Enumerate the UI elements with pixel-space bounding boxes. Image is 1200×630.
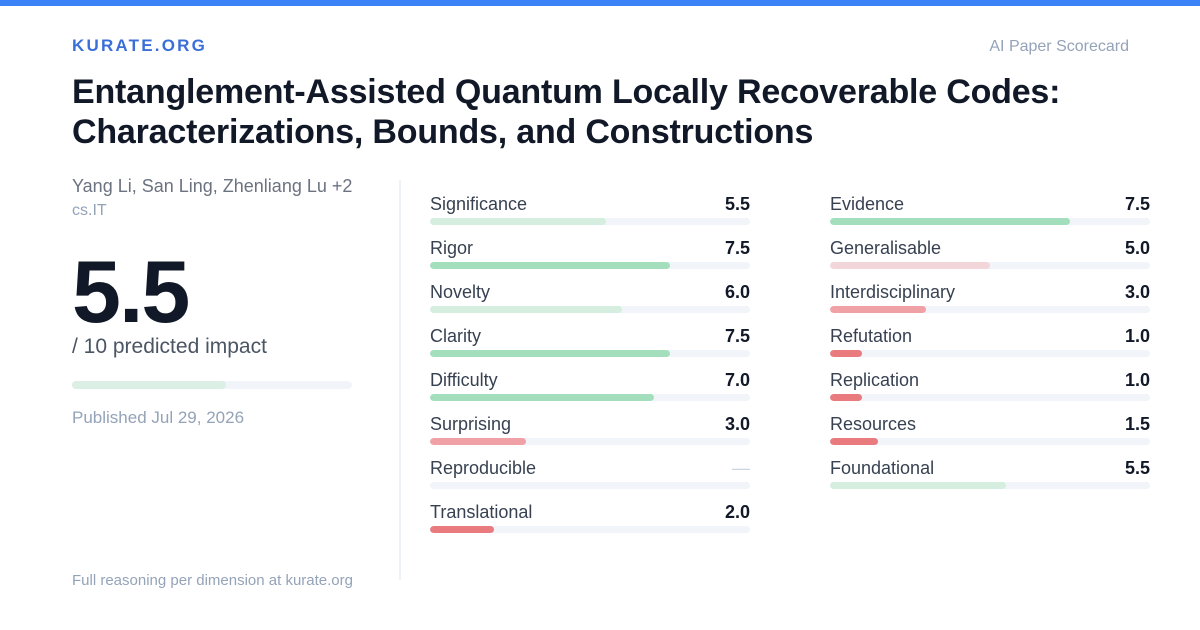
metric-label: Refutation (830, 326, 913, 346)
metric-replication: Replication 1.0 (830, 368, 1150, 412)
top-accent-bar (0, 0, 1200, 6)
metric-bar-fill (430, 394, 654, 401)
metric-value: 3.0 (724, 414, 750, 434)
metric-value: 7.5 (724, 238, 750, 258)
paper-title: Entanglement-Assisted Quantum Locally Re… (72, 73, 1061, 151)
metric-label: Novelty (430, 282, 491, 302)
metric-value: 6.0 (724, 282, 750, 302)
metric-bar-fill (830, 438, 878, 445)
metric-bar-fill (430, 526, 494, 533)
metric-label: Translational (430, 502, 533, 522)
metric-label: Evidence (830, 194, 905, 214)
metric-bar (830, 218, 1150, 225)
metric-bar (430, 350, 750, 357)
metric-label: Reproducible (430, 458, 537, 478)
metric-bar-fill (830, 262, 990, 269)
metric-label: Rigor (430, 238, 474, 258)
metric-bar (430, 218, 750, 225)
metric-value: 5.5 (1124, 458, 1150, 478)
footer-note: Full reasoning per dimension at kurate.o… (72, 572, 353, 589)
metric-bar (430, 394, 750, 401)
scorecard-label: AI Paper Scorecard (989, 38, 1129, 55)
metric-value: 7.0 (724, 370, 750, 390)
metric-bar (830, 262, 1150, 269)
metric-clarity: Clarity 7.5 (430, 324, 750, 368)
metric-bar (430, 482, 750, 489)
metric-value: 5.5 (724, 194, 750, 214)
paper-category: cs.IT (72, 202, 107, 219)
metric-label: Replication (830, 370, 920, 390)
metric-refutation: Refutation 1.0 (830, 324, 1150, 368)
metric-label: Clarity (430, 326, 482, 346)
metric-label: Significance (430, 194, 528, 214)
score-caption: / 10 predicted impact (72, 335, 267, 358)
metrics-column-left: Significance 5.5 Rigor 7.5 Novelty 6.0 Clarity… (430, 192, 750, 544)
metric-evidence: Evidence 7.5 (830, 192, 1150, 236)
metric-bar-fill (430, 306, 622, 313)
metric-bar-fill (430, 262, 670, 269)
metric-label: Foundational (830, 458, 935, 478)
brand-logo[interactable]: KURATE.ORG (72, 36, 208, 55)
metric-bar-fill (430, 350, 670, 357)
metric-rigor: Rigor 7.5 (430, 236, 750, 280)
metric-value: 7.5 (724, 326, 750, 346)
metric-value: 1.0 (1124, 326, 1150, 346)
metric-value: 7.5 (1124, 194, 1150, 214)
metric-bar (430, 306, 750, 313)
paper-summary: Yang Li, San Ling, Zhenliang Lu +2 cs.IT… (72, 174, 392, 427)
metric-bar-fill (830, 394, 862, 401)
metric-bar-fill (430, 218, 606, 225)
metric-surprising: Surprising 3.0 (430, 412, 750, 456)
metric-resources: Resources 1.5 (830, 412, 1150, 456)
metric-translational: Translational 2.0 (430, 500, 750, 544)
metric-bar-fill (830, 306, 926, 313)
metric-value: 5.0 (1124, 238, 1150, 258)
metric-bar-fill (830, 218, 1070, 225)
metric-bar-fill (830, 350, 862, 357)
metric-bar (830, 394, 1150, 401)
metric-bar (430, 438, 750, 445)
metric-bar (830, 482, 1150, 489)
metric-difficulty: Difficulty 7.0 (430, 368, 750, 412)
metric-label: Surprising (430, 414, 512, 434)
metric-bar (830, 306, 1150, 313)
metric-value: 1.0 (1124, 370, 1150, 390)
metric-bar-fill (430, 438, 526, 445)
metric-foundational: Foundational 5.5 (830, 456, 1150, 500)
metric-interdisciplinary: Interdisciplinary 3.0 (830, 280, 1150, 324)
metric-label: Generalisable (830, 238, 942, 258)
metric-bar (830, 350, 1150, 357)
overall-score-bar-fill (72, 381, 226, 389)
metric-label: Interdisciplinary (830, 282, 956, 302)
metric-value: 3.0 (1124, 282, 1150, 302)
metric-value: 1.5 (1124, 414, 1150, 434)
metric-novelty: Novelty 6.0 (430, 280, 750, 324)
paper-authors: Yang Li, San Ling, Zhenliang Lu +2 (72, 176, 353, 196)
metric-reproducible: Reproducible — (430, 456, 750, 500)
overall-score: 5.5 (72, 242, 190, 341)
metric-bar (430, 526, 750, 533)
column-divider (399, 180, 401, 580)
metric-value: 2.0 (724, 502, 750, 522)
metrics-column-right: Evidence 7.5 Generalisable 5.0 Interdiscipli… (830, 192, 1150, 500)
metric-bar (430, 262, 750, 269)
metric-significance: Significance 5.5 (430, 192, 750, 236)
metric-label: Difficulty (430, 370, 498, 390)
metric-generalisable: Generalisable 5.0 (830, 236, 1150, 280)
metric-value: — (732, 458, 750, 478)
overall-score-bar (72, 381, 352, 389)
metric-bar-fill (830, 482, 1006, 489)
metric-bar (830, 438, 1150, 445)
metric-label: Resources (830, 414, 917, 434)
published-date: Published Jul 29, 2026 (72, 408, 245, 427)
